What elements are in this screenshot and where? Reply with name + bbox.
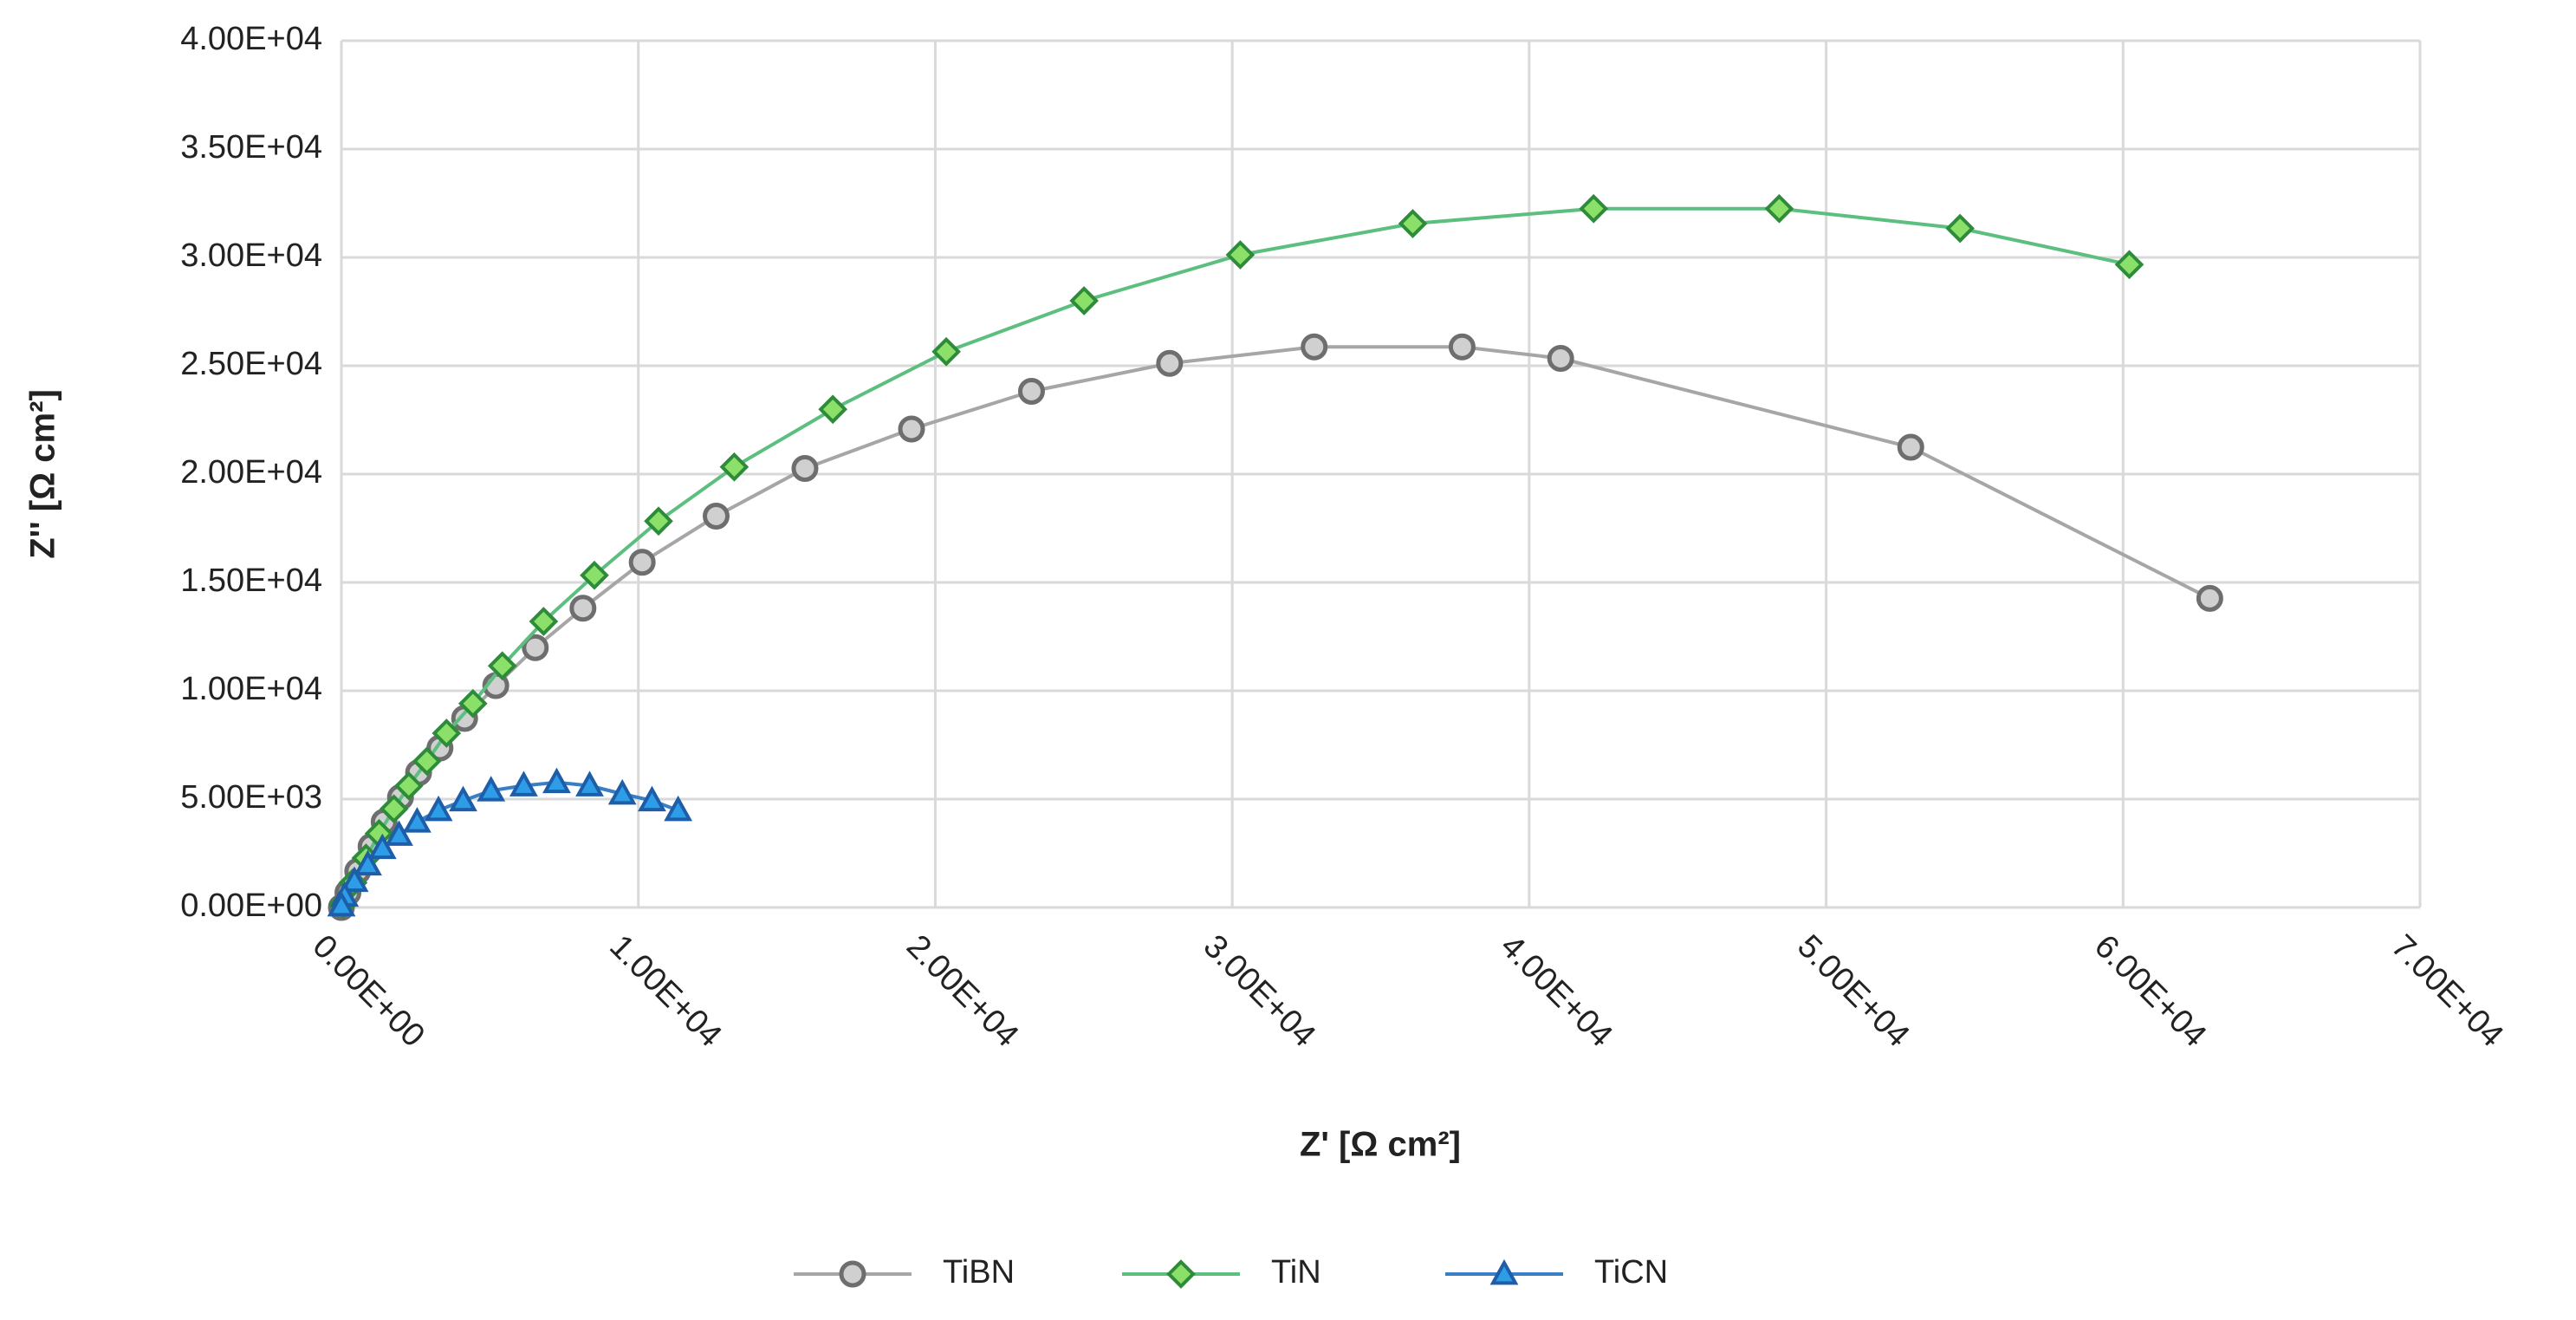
- marker: [2114, 250, 2145, 280]
- y-tick-label: 0.00E+00: [180, 888, 322, 924]
- marker: [719, 452, 749, 482]
- y-tick-label: 2.50E+04: [180, 346, 322, 382]
- marker: [340, 866, 369, 893]
- marker: [477, 776, 506, 802]
- y-tick-label: 5.00E+03: [180, 779, 322, 816]
- marker: [575, 771, 604, 797]
- marker: [1897, 433, 1924, 461]
- y-tick-label: 1.50E+04: [180, 562, 322, 599]
- marker: [1448, 333, 1476, 361]
- marker: [457, 688, 488, 719]
- marker: [791, 455, 819, 482]
- marker: [542, 767, 571, 794]
- marker: [1225, 240, 1256, 270]
- marker: [402, 807, 431, 833]
- legend-item: TiCN: [1445, 1254, 1668, 1291]
- series: [328, 193, 2145, 920]
- y-tick-label: 4.00E+04: [180, 21, 322, 57]
- marker: [1156, 349, 1184, 377]
- marker: [522, 634, 549, 661]
- marker: [644, 506, 673, 536]
- marker: [1945, 213, 1975, 244]
- marker: [638, 785, 666, 812]
- y-tick-label: 3.50E+04: [180, 129, 322, 166]
- marker: [931, 336, 961, 367]
- marker: [393, 771, 424, 801]
- marker: [628, 549, 656, 576]
- marker: [327, 890, 356, 917]
- marker: [385, 820, 413, 846]
- marker: [1017, 378, 1045, 405]
- marker: [487, 651, 517, 681]
- marker: [354, 849, 382, 876]
- marker: [1069, 286, 1099, 315]
- marker: [1301, 333, 1328, 361]
- legend-label: TiN: [1271, 1254, 1321, 1291]
- x-tick-label: 7.00E+04: [2385, 928, 2510, 1054]
- marker: [1764, 193, 1794, 224]
- legend-marker: [1489, 1258, 1519, 1285]
- marker: [529, 607, 559, 636]
- marker: [818, 394, 848, 425]
- x-tick-label: 5.00E+04: [1790, 928, 1916, 1054]
- x-axis-title: Z' [Ω cm²]: [1300, 1126, 1461, 1164]
- x-tick-label: 2.00E+04: [899, 928, 1025, 1054]
- marker: [1547, 345, 1574, 372]
- marker: [898, 415, 925, 443]
- marker: [580, 560, 609, 590]
- marker: [379, 794, 409, 824]
- x-tick-label: 4.00E+04: [1493, 928, 1619, 1054]
- marker: [2196, 584, 2223, 612]
- marker: [607, 778, 637, 805]
- marker: [449, 785, 477, 812]
- legend-item: TiBN: [794, 1254, 1015, 1291]
- x-tick-label: 6.00E+04: [2087, 928, 2213, 1054]
- marker: [703, 503, 730, 530]
- legend-item: TiN: [1122, 1254, 1321, 1291]
- marker: [424, 795, 453, 822]
- y-tick-label: 2.00E+04: [180, 454, 322, 491]
- y-tick-label: 3.00E+04: [180, 237, 322, 274]
- marker: [412, 746, 442, 777]
- marker: [664, 795, 693, 822]
- marker: [1398, 209, 1428, 238]
- x-tick-label: 1.00E+04: [602, 928, 728, 1054]
- series-line: [340, 345, 2211, 908]
- series: [328, 333, 2223, 921]
- legend-marker: [1166, 1259, 1196, 1289]
- legend-label: TiBN: [943, 1254, 1015, 1291]
- legend-label: TiCN: [1594, 1254, 1668, 1291]
- y-tick-label: 1.00E+04: [180, 671, 322, 707]
- x-tick-label: 3.00E+04: [1197, 928, 1322, 1054]
- series: [327, 767, 693, 917]
- y-axis-title: Z'' [Ω cm²]: [24, 389, 62, 559]
- marker: [1579, 193, 1609, 224]
- x-tick-label: 0.00E+00: [306, 928, 431, 1054]
- marker: [509, 771, 538, 797]
- marker: [569, 595, 597, 622]
- legend-marker: [839, 1260, 866, 1288]
- marker: [431, 719, 462, 748]
- marker: [367, 833, 397, 860]
